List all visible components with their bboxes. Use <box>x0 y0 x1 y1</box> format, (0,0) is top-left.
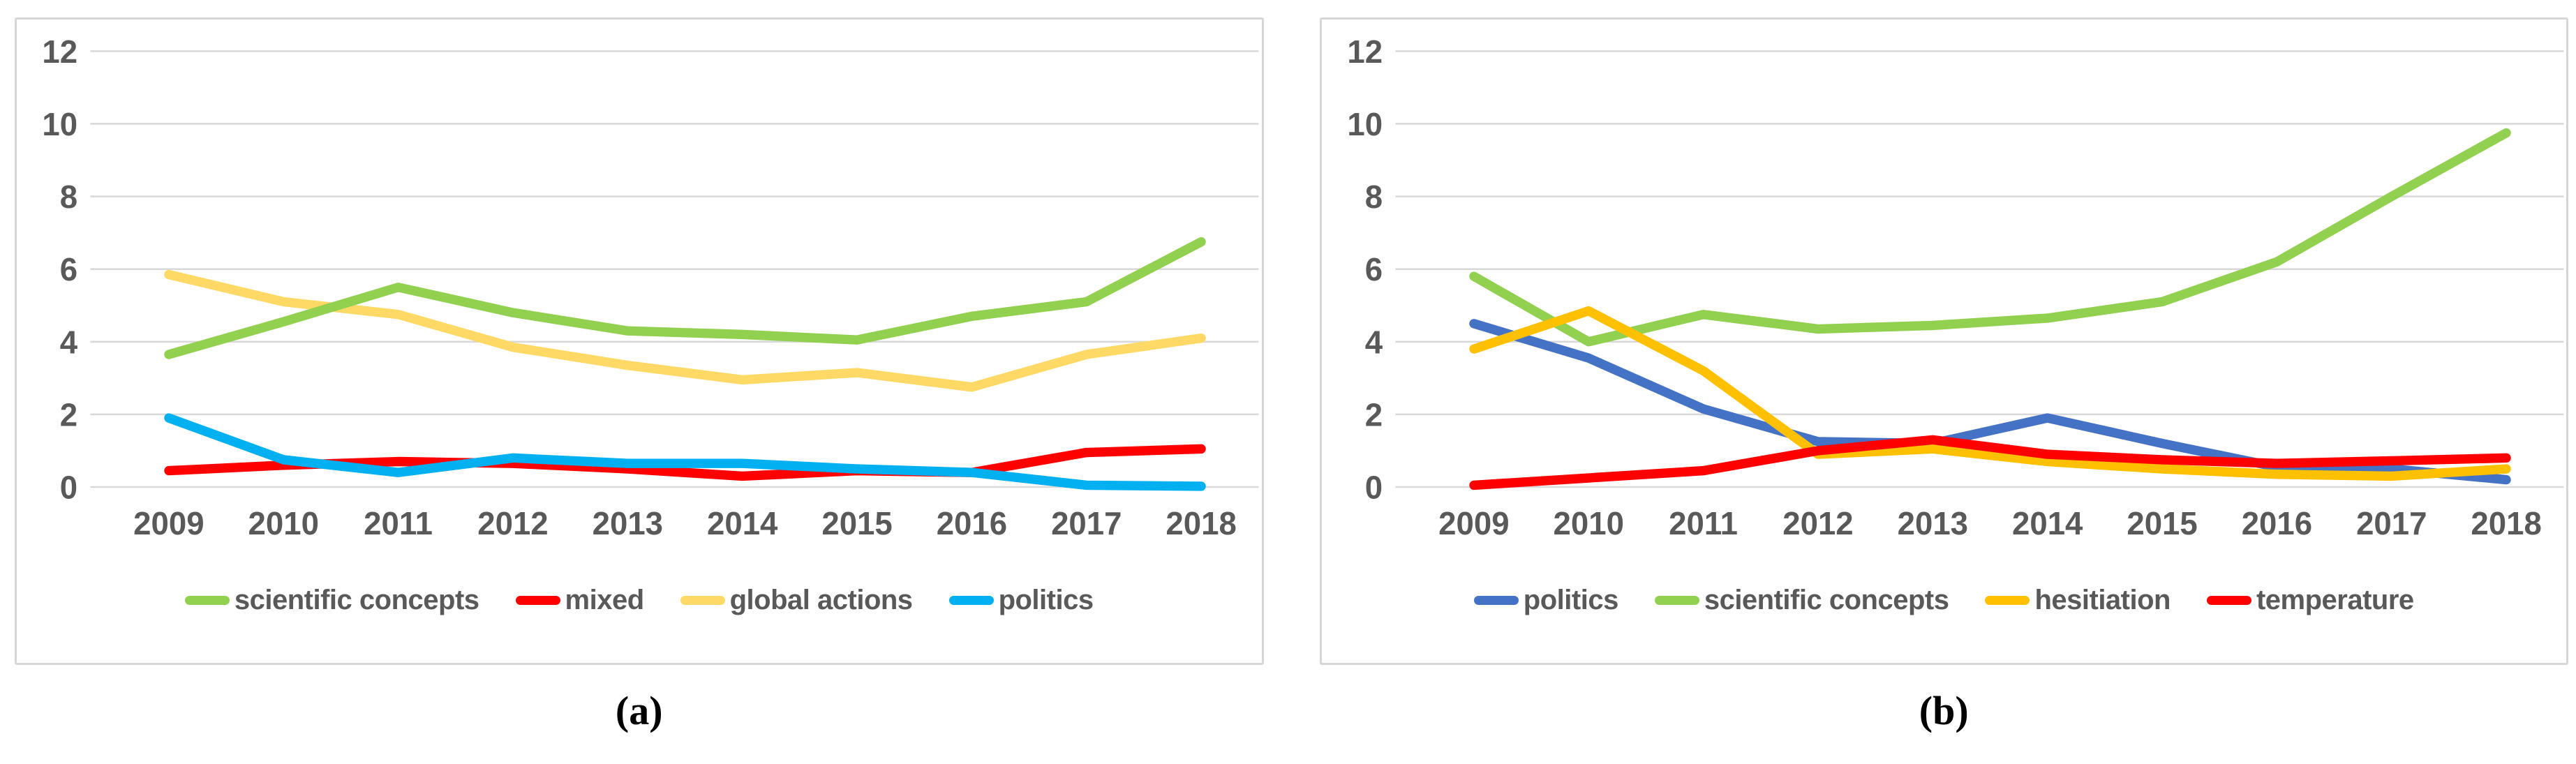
y-tick-label: 12 <box>1347 33 1383 69</box>
legend-item-mixed: mixed <box>515 585 645 616</box>
legend-item-scientific-concepts: scientific concepts <box>1654 585 1949 616</box>
two-panel-line-figure: 0 2 4 6 8 10 12 2009 2010 2011 2012 2013 2014 2015 201… <box>15 17 2568 665</box>
legend-marker-scientific-concepts <box>1654 596 1699 605</box>
series-line-temperature <box>1468 435 2511 490</box>
y-tick-label: 6 <box>60 251 77 287</box>
series-line-hesitiation <box>1468 306 2511 481</box>
chart-panel-a: 0 2 4 6 8 10 12 2009 2010 2011 2012 2013 2014 2015 201… <box>15 17 1264 665</box>
x-tick-label: 2017 <box>2356 505 2427 541</box>
legend-item-politics: politics <box>1473 585 1619 616</box>
legend-item-hesitiation: hesitiation <box>1985 585 2171 616</box>
legend-label: scientific concepts <box>234 585 479 615</box>
caption-b: (b) <box>1919 687 1969 733</box>
x-tick-label: 2015 <box>2127 505 2197 541</box>
legend-a: scientific concepts mixed global actions po… <box>17 581 1262 663</box>
line-chart-b: 0 2 4 6 8 10 12 2009 2010 2011 2012 2013 2014 2015 201… <box>1347 33 2563 541</box>
x-tick-label: 2017 <box>1051 505 1122 541</box>
legend-item-temperature: temperature <box>2206 585 2414 616</box>
x-tick-label: 2010 <box>1553 505 1623 541</box>
y-tick-label: 10 <box>42 106 77 142</box>
legend-marker-hesitiation <box>1985 596 2030 605</box>
x-tick-label: 2016 <box>2241 505 2311 541</box>
x-tick-label: 2012 <box>477 505 548 541</box>
legend-label: politics <box>1523 585 1619 615</box>
x-tick-label: 2014 <box>2011 505 2083 541</box>
line-chart-a: 0 2 4 6 8 10 12 2009 2010 2011 2012 2013 2014 2015 201… <box>42 33 1259 541</box>
x-tick-label: 2009 <box>133 505 204 541</box>
y-tick-label: 2 <box>60 396 77 433</box>
x-tick-label: 2011 <box>1669 505 1738 541</box>
series-line-scientific-concepts <box>164 237 1206 359</box>
legend-b: politics scientific concepts hesitiation te… <box>1322 581 2567 663</box>
y-tick-label: 0 <box>60 469 77 505</box>
y-tick-label: 0 <box>1364 469 1382 505</box>
caption-row: (a) (b) <box>0 665 2576 756</box>
x-tick-label: 2018 <box>1166 505 1236 541</box>
legend-label: politics <box>998 585 1094 615</box>
legend-label: global actions <box>729 585 913 615</box>
legend-marker-politics <box>1473 596 1519 605</box>
x-tick-label: 2009 <box>1438 505 1509 541</box>
x-tick-label: 2016 <box>937 505 1007 541</box>
y-tick-label: 8 <box>1364 179 1382 215</box>
legend-label: hesitiation <box>2034 585 2171 615</box>
legend-item-politics: politics <box>948 585 1094 616</box>
y-tick-label: 8 <box>60 179 77 215</box>
x-tick-label: 2011 <box>364 505 433 541</box>
y-tick-label: 6 <box>1364 251 1382 287</box>
y-tick-label: 10 <box>1347 106 1383 142</box>
legend-marker-temperature <box>2206 596 2251 605</box>
series-line-scientific-concepts <box>1468 128 2511 347</box>
series-line-politics <box>164 413 1206 491</box>
x-tick-label: 2013 <box>1897 505 1967 541</box>
series-line-politics <box>1468 319 2511 485</box>
x-tick-label: 2012 <box>1782 505 1853 541</box>
x-tick-label: 2013 <box>593 505 663 541</box>
x-tick-label: 2015 <box>821 505 892 541</box>
legend-label: scientific concepts <box>1704 585 1949 615</box>
legend-marker-scientific-concepts <box>184 596 230 605</box>
x-tick-label: 2010 <box>248 505 319 541</box>
y-tick-label: 12 <box>42 33 77 69</box>
legend-marker-global-actions <box>680 596 725 605</box>
x-tick-label: 2018 <box>2471 505 2541 541</box>
legend-item-scientific-concepts: scientific concepts <box>184 585 479 616</box>
legend-label: mixed <box>565 585 645 615</box>
legend-item-global-actions: global actions <box>680 585 913 616</box>
chart-panel-b: 0 2 4 6 8 10 12 2009 2010 2011 2012 2013 2014 2015 201… <box>1319 17 2568 665</box>
y-tick-label: 2 <box>1364 396 1382 433</box>
legend-marker-politics <box>948 596 994 605</box>
legend-label: temperature <box>2256 585 2414 615</box>
y-tick-label: 4 <box>1364 324 1383 360</box>
y-tick-label: 4 <box>60 324 78 360</box>
caption-a: (a) <box>615 687 663 733</box>
x-tick-label: 2014 <box>707 505 778 541</box>
legend-marker-mixed <box>515 596 560 605</box>
